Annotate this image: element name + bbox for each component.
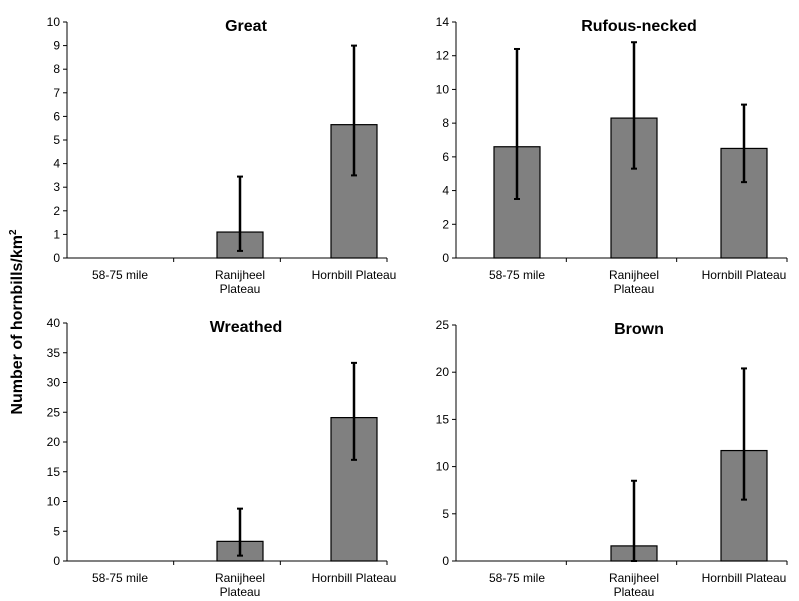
category-label: 58-75 mile [489,571,545,585]
y-tick-label: 5 [53,133,60,147]
y-axis-label-superscript: 2 [8,229,19,235]
y-tick-label: 12 [436,49,450,63]
y-tick-label: 2 [442,217,449,231]
y-tick-label: 8 [442,116,449,130]
category-label: 58-75 mile [92,268,148,282]
panel-title: Great [225,18,267,35]
category-label: Hornbill Plateau [312,571,397,585]
y-tick-label: 9 [53,39,60,53]
y-tick-label: 10 [47,495,61,509]
y-tick-label: 8 [53,62,60,76]
y-tick-label: 15 [47,465,61,479]
panel-title: Wreathed [210,319,283,336]
y-axis-label-main: Number of hornbills/km [9,235,26,415]
y-tick-label: 5 [442,507,449,521]
y-tick-label: 14 [436,15,450,29]
chart-panel: Rufous-necked 0 2 4 6 8 10 12 14 58-75 mile Ranijh… [436,15,788,296]
y-tick-label: 4 [53,157,60,171]
y-tick-label: 25 [436,318,450,332]
y-tick-label: 0 [442,554,449,568]
category-label: 58-75 mile [489,268,545,282]
y-tick-label: 3 [53,180,60,194]
y-tick-label: 40 [47,316,61,330]
category-label: Hornbill Plateau [312,268,397,282]
y-tick-label: 10 [436,82,450,96]
y-axis-label: Number of hornbills/km2 [8,229,26,415]
y-tick-label: 1 [53,227,60,241]
y-tick-label: 4 [442,184,449,198]
y-tick-label: 15 [436,412,450,426]
bar [720,449,768,562]
category-label: Ranijheel Plateau [609,571,659,599]
y-tick-label: 10 [436,460,450,474]
y-tick-label: 20 [47,435,61,449]
y-tick-label: 20 [436,365,450,379]
panel-title: Brown [614,321,664,338]
panel-title: Rufous-necked [581,18,697,35]
y-tick-label: 6 [442,150,449,164]
y-tick-label: 30 [47,376,61,390]
y-tick-label: 6 [53,109,60,123]
y-tick-label: 2 [53,204,60,218]
y-tick-label: 0 [53,554,60,568]
y-tick-label: 5 [53,524,60,538]
category-label: 58-75 mile [92,571,148,585]
y-tick-label: 0 [53,251,60,265]
y-tick-label: 35 [47,346,61,360]
chart-panel: Brown 0 5 10 15 20 25 58-75 mile Ranijheel Platea… [436,318,788,599]
y-tick-label: 0 [442,251,449,265]
y-tick-label: 25 [47,405,61,419]
category-label: Ranijheel Plateau [215,571,265,599]
y-tick-label: 10 [47,15,61,29]
chart-panel: Wreathed 0 5 10 15 20 25 30 35 40 58-75 mile Ranijh… [47,316,397,599]
category-label: Ranijheel Plateau [609,268,659,296]
chart-panel: Great 0 1 2 3 4 5 6 7 8 9 10 58-75 mile Ranijheel Plat… [47,15,397,296]
category-label: Hornbill Plateau [702,571,787,585]
category-label: Hornbill Plateau [702,268,787,282]
y-tick-label: 7 [53,86,60,100]
category-label: Ranijheel Plateau [215,268,265,296]
